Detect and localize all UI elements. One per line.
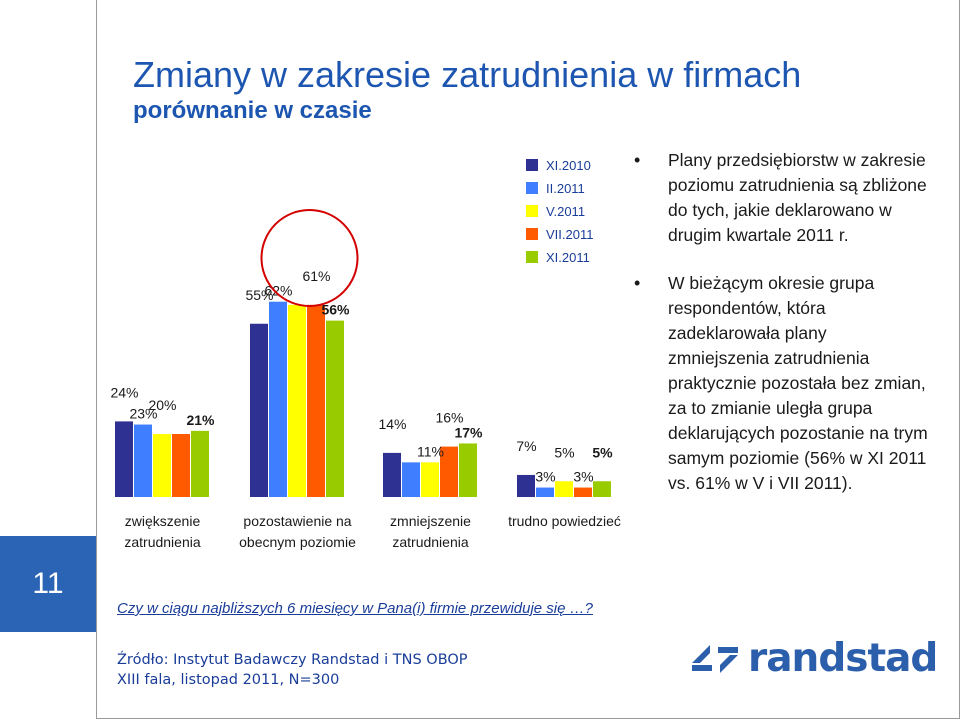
bar-3-4 [593,481,611,497]
legend-swatch [526,251,538,263]
source-note: Źródło: Instytut Badawczy Randstad i TNS… [117,650,468,690]
data-label: 20% [148,397,176,413]
bar-2-3 [440,446,458,497]
bar-1-4 [326,320,344,497]
bar-3-2 [555,481,573,497]
slide-title: Zmiany w zakresie zatrudnienia w firmach [133,54,802,95]
source-line: XIII fala, listopad 2011, N=300 [117,672,340,688]
bar-0-1 [134,424,152,497]
data-label: 3% [573,469,593,485]
slide-subtitle: porównanie w czasie [133,97,372,124]
data-label: 14% [378,416,406,432]
category-label: pozostawienie na [243,513,351,529]
bar-3-1 [536,487,554,497]
bar-1-2 [288,304,306,497]
legend-label: VII.2011 [546,227,593,242]
slide-number: 11 [0,536,96,632]
bullet-list: Plany przedsiębiorstw w zakresie poziomu… [632,148,932,496]
category-label: zatrudnienia [124,534,200,550]
data-label: 7% [516,438,536,454]
bar-0-2 [153,434,171,497]
legend-swatch [526,182,538,194]
data-label: 11% [417,443,444,459]
category-label: zatrudnienia [392,534,468,550]
bar-2-0 [383,452,401,497]
bar-2-1 [402,462,420,497]
randstad-logo-icon [692,645,738,673]
bar-1-0 [250,323,268,497]
survey-question: Czy w ciągu najbliższych 6 miesięcy w Pa… [117,600,593,617]
data-label: 3% [535,469,555,485]
bar-3-3 [574,487,592,497]
category-label: trudno powiedzieć [508,513,621,529]
category-label: zmniejszenie [390,513,471,529]
data-label: 21% [186,412,215,428]
legend-swatch [526,228,538,240]
bar-1-1 [269,301,287,497]
data-label: 56% [321,302,350,318]
data-label: 17% [454,424,483,440]
source-line: Źródło: Instytut Badawczy Randstad i TNS… [117,652,468,668]
category-label: obecnym poziomie [239,534,356,550]
highlight-circle [260,209,359,307]
bar-0-0 [115,421,133,497]
data-label: 24% [110,384,138,400]
bar-0-3 [172,434,190,497]
bullet-item: W bieżącym okresie grupa respondentów, k… [632,271,932,496]
legend-label: XI.2011 [546,250,590,265]
bar-2-4 [459,443,477,497]
legend-swatch [526,205,538,217]
randstad-logo: randstad [690,636,938,681]
data-label: 55% [245,287,273,303]
data-label: 61% [302,268,330,284]
bar-2-2 [421,462,439,497]
data-label: 5% [554,444,574,460]
legend-label: XI.2010 [546,158,591,173]
randstad-logo-text: randstad [748,636,938,681]
data-label: 23% [129,406,157,422]
legend-label: V.2011 [546,204,585,219]
data-label: 16% [435,410,463,426]
category-label: zwiększenie [125,513,201,529]
bar-0-4 [191,430,209,497]
data-label: 5% [592,444,613,460]
bar-chart: 24%23%20%21%55%62%61%56%14%11%16%17%7%3%… [110,158,621,550]
bar-1-3 [307,304,325,497]
legend-swatch [526,159,538,171]
bar-3-0 [517,474,535,497]
legend-label: II.2011 [546,181,585,196]
bullet-item: Plany przedsiębiorstw w zakresie poziomu… [632,148,932,248]
